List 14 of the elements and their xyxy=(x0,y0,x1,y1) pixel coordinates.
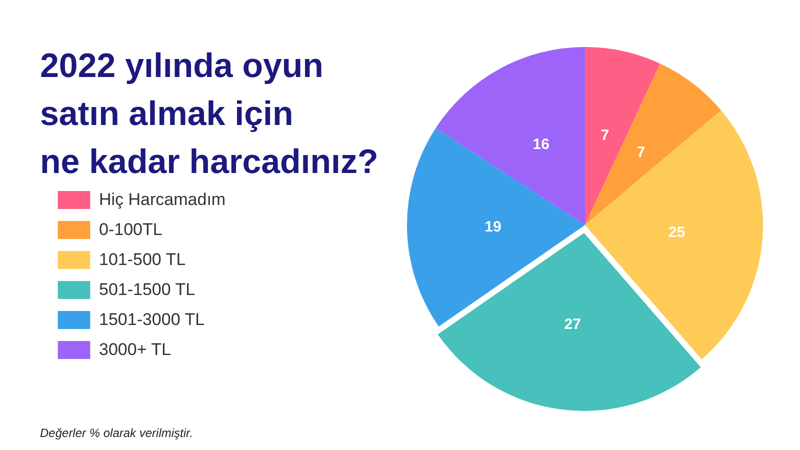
data-label: 25 xyxy=(668,224,686,242)
legend-label: 1501-3000 TL xyxy=(99,310,205,329)
text: Değerler % olarak verilmiştir. xyxy=(40,426,193,440)
legend-label: 101-500 TL xyxy=(99,250,186,269)
text: 2022 yılında oyun satın almak için ne kadar harcadınız? xyxy=(40,47,378,181)
legend-label: 0-100TL xyxy=(99,220,162,239)
legend-label: Hiç Harcamadım xyxy=(99,190,226,209)
legend-label: 3000+ TL xyxy=(99,340,172,359)
data-label: 27 xyxy=(564,316,581,334)
data-label: 7 xyxy=(600,127,610,144)
data-label: 7 xyxy=(636,144,646,161)
data-label: 19 xyxy=(484,218,502,236)
legend-label: 501-1500 TL xyxy=(99,280,196,299)
data-label: 16 xyxy=(532,136,550,154)
